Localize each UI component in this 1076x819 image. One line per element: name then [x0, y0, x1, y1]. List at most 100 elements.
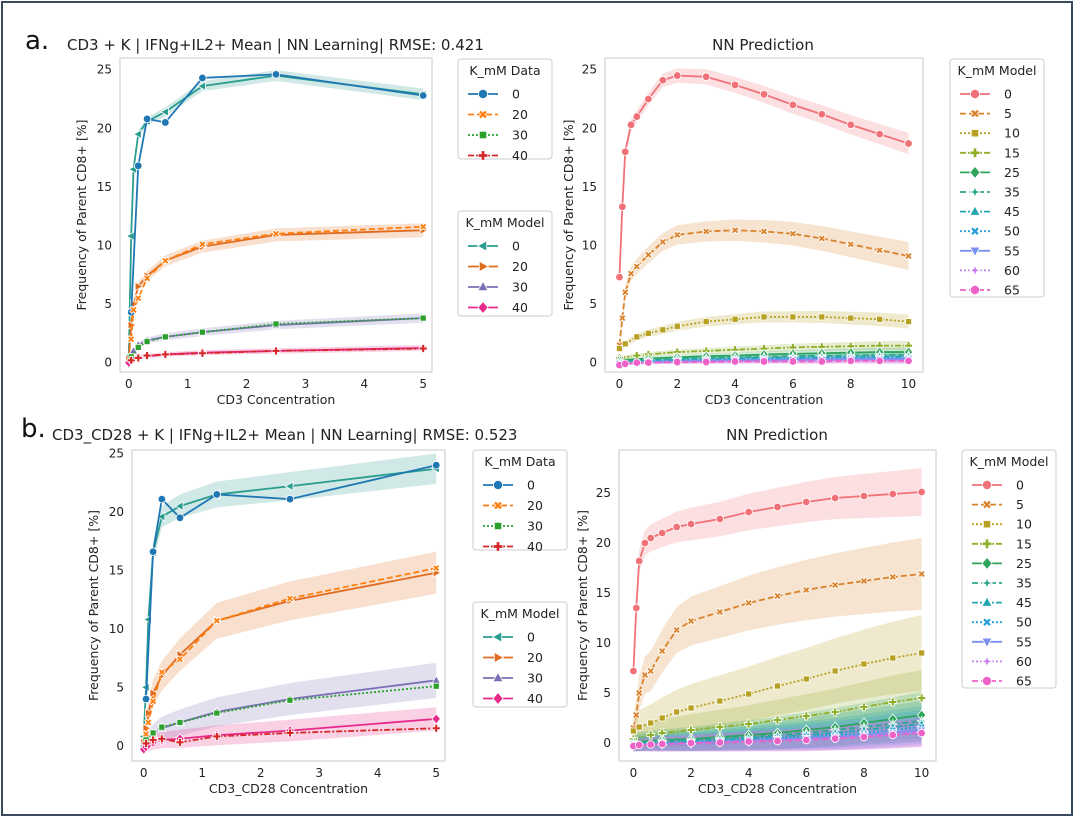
data-point: [419, 314, 427, 322]
data-point: [917, 569, 926, 579]
data-point: [817, 357, 827, 366]
data-point: [686, 725, 696, 735]
a_left-legend-0: K_mM Data 0 20 30 40: [457, 58, 553, 163]
legend-entry-45: 45: [1004, 204, 1020, 219]
data-point: [632, 710, 641, 720]
legend-marker: [981, 556, 993, 570]
legend-entry-0: 0: [1004, 87, 1012, 102]
legend-entry-20: 20: [527, 498, 543, 513]
data-point: [149, 688, 159, 699]
data-point: [744, 507, 753, 517]
data-point: [847, 314, 855, 322]
y-tick-label: 25: [596, 486, 611, 500]
legend-marker: [970, 89, 981, 100]
legend-marker: [980, 576, 994, 590]
chart-title: NN Prediction: [712, 36, 814, 54]
y-tick-label: 15: [582, 180, 597, 194]
legend-marker: [477, 280, 489, 292]
series-0: [615, 71, 913, 282]
legend-title: K_mM Model: [970, 454, 1049, 469]
data-point: [198, 328, 206, 336]
data-point: [860, 660, 868, 668]
data-point: [917, 487, 926, 497]
data-point: [634, 740, 644, 750]
legend-entry-40: 40: [512, 148, 528, 163]
series-line: [632, 491, 922, 672]
data-point: [129, 305, 138, 315]
legend-entry-20: 20: [512, 259, 528, 274]
data-point: [148, 547, 158, 556]
data-point: [830, 707, 840, 717]
data-point: [744, 598, 753, 608]
data-point: [673, 322, 681, 330]
data-point: [859, 702, 869, 712]
series-line: [618, 229, 909, 346]
data-point: [802, 497, 811, 507]
data-point: [830, 580, 840, 590]
a_right-legend-0: K_mM Model 0 5 10 15 25 35 45 50 55 60 65: [949, 58, 1045, 298]
data-point: [176, 718, 184, 726]
data-point: [158, 723, 166, 731]
data-point: [759, 90, 769, 99]
y-tick-label: 20: [596, 536, 611, 550]
y-tick-label: 5: [104, 297, 112, 311]
x-tick-label: 4: [745, 766, 753, 780]
legend-box: [949, 58, 1045, 298]
legend-title: K_mM Model: [466, 215, 545, 230]
legend-entry-15: 15: [1004, 145, 1020, 160]
legend-entry-55: 55: [1016, 634, 1032, 649]
legend-marker: [477, 150, 489, 161]
legend-entry-30: 30: [527, 519, 543, 534]
legend-entry-65: 65: [1004, 283, 1020, 298]
data-point: [802, 585, 811, 595]
data-point: [731, 315, 739, 323]
series-line: [618, 74, 909, 278]
chart-a_left: CD3 + K | IFNg+IL2+ Mean | NN Learning| …: [67, 36, 553, 407]
data-point: [673, 230, 682, 240]
y-tick-label: 25: [97, 63, 112, 77]
data-point: [875, 356, 884, 366]
legend-marker: [492, 479, 503, 490]
data-point: [760, 313, 768, 321]
x-axis-label: CD3 Concentration: [705, 392, 824, 407]
series-65: [615, 356, 913, 370]
series-line: [632, 573, 922, 729]
y-tick-label: 0: [104, 356, 112, 370]
series-data-20: [141, 563, 441, 739]
series-5: [615, 226, 913, 350]
y-tick-label: 15: [596, 586, 611, 600]
y-tick-label: 10: [582, 238, 597, 252]
data-point: [673, 357, 682, 367]
data-point: [212, 732, 222, 741]
data-point: [133, 353, 143, 363]
series-data-0: [126, 70, 428, 317]
x-tick-label: 5: [432, 766, 440, 780]
legend-entry-30: 30: [527, 671, 543, 686]
data-point: [646, 533, 655, 543]
data-point: [888, 697, 898, 707]
legend-entry-35: 35: [1016, 576, 1032, 591]
legend-entry-10: 10: [1016, 517, 1032, 532]
data-point: [801, 711, 811, 721]
series-5: [629, 569, 926, 733]
data-point: [904, 139, 913, 148]
chart-b_right: NN Prediction 0 2 4 6 8 10 0 5 10 15 20 25 CD3_CD28 C…: [575, 426, 1057, 796]
data-point: [143, 338, 151, 345]
x-axis-label: CD3_CD28 Concentration: [209, 781, 368, 796]
x-tick-label: 3: [315, 766, 323, 780]
x-tick-label: 0: [616, 377, 624, 391]
chart-b_left: CD3_CD28 + K | IFNg+IL2+ Mean | NN Learn…: [52, 426, 568, 796]
x-tick-label: 3: [302, 377, 310, 391]
data-point: [673, 708, 681, 716]
y-tick-label: 0: [603, 736, 611, 750]
legend-marker: [493, 500, 503, 511]
data-point: [418, 222, 428, 231]
data-point: [157, 494, 167, 504]
series-0: [629, 487, 926, 676]
data-point: [846, 120, 855, 129]
legend-entry-15: 15: [1016, 536, 1032, 551]
x-tick-label: 6: [802, 766, 810, 780]
data-point: [817, 110, 827, 119]
